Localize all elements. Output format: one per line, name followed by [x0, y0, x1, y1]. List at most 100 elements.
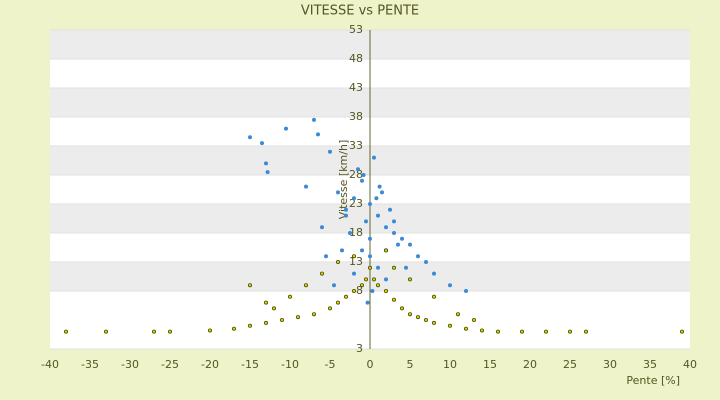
- point: [271, 306, 276, 311]
- point: [279, 317, 284, 322]
- x-tick-label: -15: [241, 358, 259, 371]
- point: [463, 288, 468, 293]
- point: [263, 320, 268, 325]
- point: [407, 312, 412, 317]
- y-tick-label: 43: [349, 81, 363, 94]
- point: [64, 329, 69, 334]
- x-tick-label: -5: [325, 358, 336, 371]
- x-tick-label: -40: [41, 358, 59, 371]
- chart-title: VITESSE vs PENTE: [301, 4, 419, 19]
- x-tick-label: -20: [201, 358, 219, 371]
- point: [431, 320, 436, 325]
- point: [351, 288, 356, 293]
- point: [207, 328, 212, 333]
- point: [479, 328, 484, 333]
- y-tick-label: 23: [349, 197, 363, 210]
- y-tick-label: 3: [356, 342, 363, 355]
- point: [423, 317, 428, 322]
- point: [351, 271, 356, 276]
- point: [471, 317, 476, 322]
- point: [367, 201, 372, 206]
- point: [104, 329, 109, 334]
- point: [247, 323, 252, 328]
- y-tick-label: 53: [349, 23, 363, 36]
- y-tick-label: 33: [349, 139, 363, 152]
- point: [370, 288, 375, 293]
- point: [359, 178, 364, 183]
- y-tick-label: 13: [349, 255, 363, 268]
- point: [327, 306, 332, 311]
- point: [335, 300, 340, 305]
- point: [355, 167, 360, 172]
- point: [247, 283, 252, 288]
- point: [447, 283, 452, 288]
- point: [311, 312, 316, 317]
- point: [295, 315, 300, 320]
- x-tick-label: 10: [443, 358, 457, 371]
- point: [259, 141, 264, 146]
- x-tick-label: 35: [643, 358, 657, 371]
- point: [347, 230, 352, 235]
- point: [319, 225, 324, 230]
- point: [403, 265, 408, 270]
- point: [391, 219, 396, 224]
- x-tick-label: 25: [563, 358, 577, 371]
- point: [315, 132, 320, 137]
- point: [391, 230, 396, 235]
- x-tick-label: 20: [523, 358, 537, 371]
- y-tick-label: 48: [349, 52, 363, 65]
- x-tick-label: 15: [483, 358, 497, 371]
- x-tick-label: 30: [603, 358, 617, 371]
- point: [383, 225, 388, 230]
- point: [339, 248, 344, 253]
- point: [423, 259, 428, 264]
- point: [375, 283, 380, 288]
- point: [311, 117, 316, 122]
- point: [367, 265, 372, 270]
- point: [361, 172, 366, 177]
- point: [303, 283, 308, 288]
- point: [283, 126, 288, 131]
- point: [391, 297, 396, 302]
- point: [319, 271, 324, 276]
- point: [231, 326, 236, 331]
- point: [343, 213, 348, 218]
- point: [365, 300, 370, 305]
- point: [387, 207, 392, 212]
- point: [463, 326, 468, 331]
- point: [371, 277, 376, 282]
- x-tick-label: 5: [407, 358, 414, 371]
- point: [415, 315, 420, 320]
- y-tick-label: 38: [349, 110, 363, 123]
- point: [323, 254, 328, 259]
- point: [375, 213, 380, 218]
- y-tick-label: 28: [349, 168, 363, 181]
- point: [495, 329, 500, 334]
- y-tick-label: 18: [349, 226, 363, 239]
- point: [584, 329, 589, 334]
- point: [447, 323, 452, 328]
- point: [568, 329, 573, 334]
- point: [367, 236, 372, 241]
- point: [343, 207, 348, 212]
- point: [367, 254, 372, 259]
- x-tick-label: 40: [683, 358, 697, 371]
- point: [151, 329, 156, 334]
- point: [327, 149, 332, 154]
- x-tick-label: -35: [81, 358, 99, 371]
- point: [374, 196, 379, 201]
- point: [351, 196, 356, 201]
- point: [431, 271, 436, 276]
- point: [371, 155, 376, 160]
- point: [399, 306, 404, 311]
- point: [431, 294, 436, 299]
- point: [391, 265, 396, 270]
- point: [407, 277, 412, 282]
- point: [263, 300, 268, 305]
- point: [415, 254, 420, 259]
- point: [167, 329, 172, 334]
- point: [335, 259, 340, 264]
- point: [399, 236, 404, 241]
- point: [359, 248, 364, 253]
